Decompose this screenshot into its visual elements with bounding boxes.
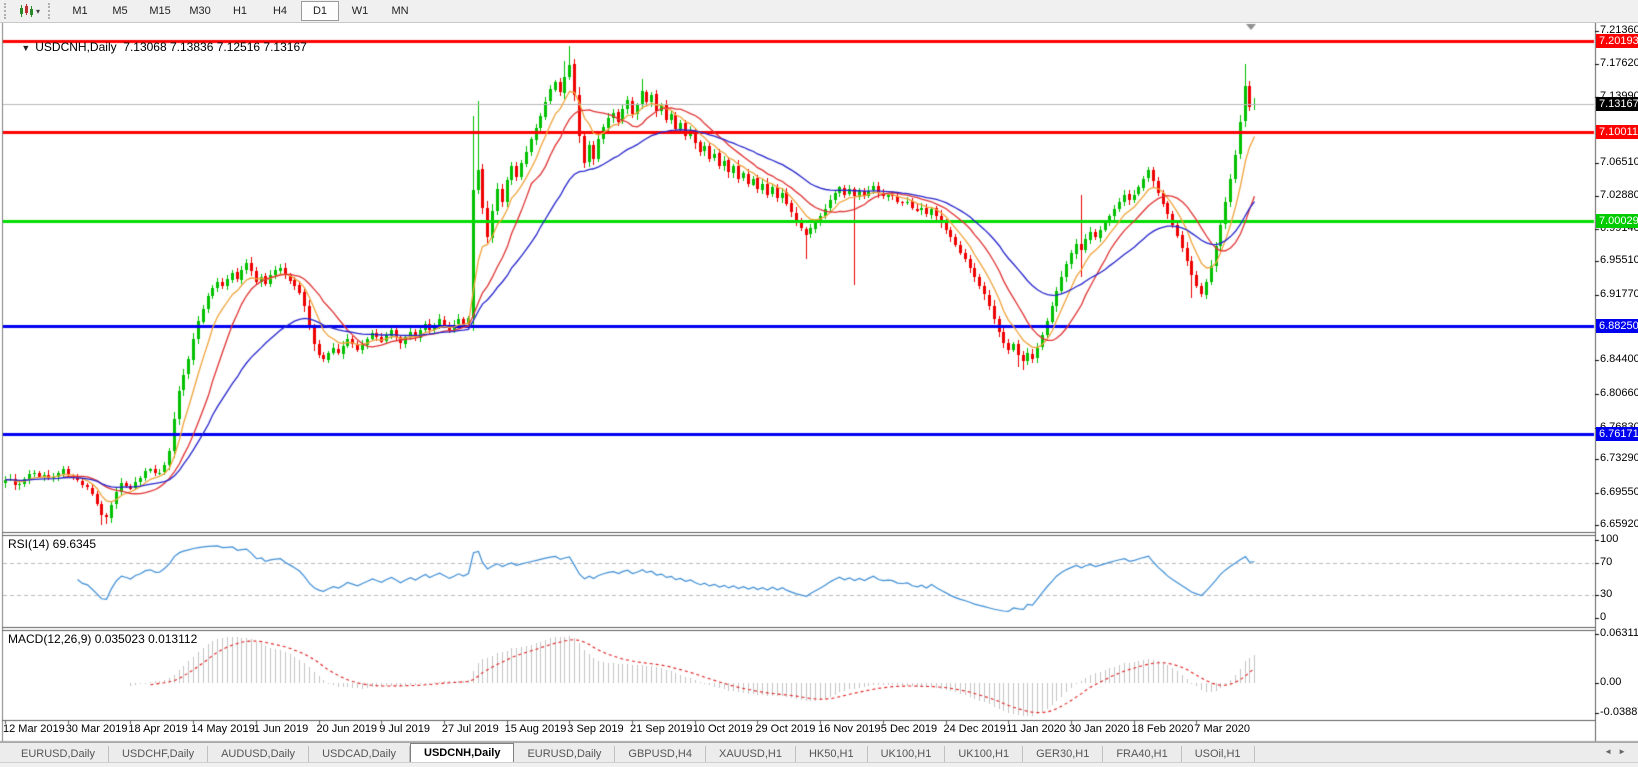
price-tick-label: 6.84400 [1600, 353, 1638, 366]
chart-symbol-period: USDCNH,Daily [35, 40, 117, 54]
tab-scroll-buttons: ◄► [1604, 747, 1632, 756]
timeframe-button-d1[interactable]: D1 [301, 1, 340, 21]
price-tick-label: 6.80660 [1600, 386, 1638, 399]
toolbar-grip[interactable] [4, 3, 11, 19]
chart-tab[interactable]: USDCNH,Daily [410, 743, 515, 763]
price-tick-label: 6.95510 [1600, 254, 1638, 267]
chart-tab[interactable]: FRA40,H1 [1103, 746, 1182, 763]
chart-tab[interactable]: UK100,H1 [945, 746, 1024, 763]
date-axis-label: 1 Jun 2019 [253, 723, 309, 735]
price-level-badge: 6.76171 [1596, 426, 1638, 441]
timeframe-button-mn[interactable]: MN [391, 5, 409, 17]
chart-tab[interactable]: USOil,H1 [1182, 746, 1255, 763]
price-tick-label: 7.21360 [1600, 24, 1638, 36]
tab-scroll-right-icon[interactable]: ► [1618, 747, 1632, 756]
chart-tab[interactable]: USDCHF,Daily [109, 746, 209, 763]
date-axis-label: 21 Sep 2019 [630, 723, 693, 735]
chart-tab[interactable]: GER30,H1 [1023, 746, 1104, 763]
date-axis-label: 12 Mar 2019 [3, 723, 65, 735]
chart-title: ▼ USDCNH,Daily 7.13068 7.13836 7.12516 7.… [8, 26, 307, 68]
date-axis-label: 18 Feb 2020 [1131, 723, 1194, 735]
price-level-badge: 7.00029 [1596, 214, 1638, 229]
toolbar-grip[interactable] [48, 3, 55, 19]
date-axis-label: 10 Oct 2019 [692, 723, 753, 735]
timeframe-button-h4[interactable]: H4 [272, 5, 288, 17]
price-tick-label: 6.91770 [1600, 287, 1638, 300]
rsi-tick-label: 70 [1600, 556, 1613, 569]
timeframe-buttons: M1 M5 M15 M30 H1 H4 D1 W1 MN [60, 1, 420, 21]
date-axis-label: 29 Oct 2019 [755, 723, 816, 735]
price-level-badge: 6.88250 [1596, 319, 1638, 334]
tab-scroll-left-icon[interactable]: ◄ [1604, 747, 1619, 756]
timeframe-button-m5[interactable]: M5 [112, 5, 128, 17]
chart-tab[interactable]: AUDUSD,Daily [208, 746, 310, 763]
date-axis-label: 27 Jul 2019 [441, 723, 499, 735]
timeframe-button-m30[interactable]: M30 [189, 5, 211, 17]
chart-tab[interactable]: EURUSD,Daily [514, 746, 616, 763]
price-tick-label: 6.73290 [1600, 452, 1638, 465]
chart-tab[interactable]: GBPUSD,H4 [615, 746, 706, 763]
macd-tick-label: 0.00 [1600, 676, 1622, 688]
chevron-down-icon[interactable]: ▾ [36, 6, 41, 16]
chart-tab[interactable]: USDCAD,Daily [309, 746, 411, 763]
rsi-tick-label: 100 [1600, 533, 1619, 545]
timeframe-toolbar: ▾ M1 M5 M15 M30 H1 H4 D1 W1 MN [0, 0, 1638, 23]
date-axis-label: 16 Nov 2019 [818, 723, 881, 735]
chart-tab[interactable]: EURUSD,Daily [8, 746, 109, 763]
date-axis-label: 24 Dec 2019 [943, 723, 1006, 735]
date-axis-label: 5 Dec 2019 [880, 723, 938, 735]
timeframe-button-m1[interactable]: M1 [72, 5, 88, 17]
price-tick-label: 7.06510 [1600, 156, 1638, 169]
price-level-badge: 7.20193 [1596, 34, 1638, 49]
chart-tab[interactable]: UK100,H1 [868, 746, 946, 763]
macd-tick-label: 0.063113 [1600, 627, 1638, 640]
macd-tick-label: -0.038877 [1600, 706, 1638, 719]
chart-tab[interactable]: XAUUSD,H1 [706, 746, 796, 763]
price-tick-label: 7.17620 [1600, 57, 1638, 70]
date-axis-label: 18 Apr 2019 [128, 723, 188, 735]
date-axis-label: 15 Aug 2019 [504, 723, 567, 735]
chart-dropdown-icon[interactable]: ▼ [21, 43, 31, 53]
chart-tab[interactable]: HK50,H1 [796, 746, 868, 763]
price-level-badge: 7.10011 [1596, 125, 1638, 140]
date-axis-label: 3 Sep 2019 [567, 723, 624, 735]
date-axis-label: 9 Jul 2019 [379, 723, 430, 735]
timeframe-button-w1[interactable]: W1 [351, 5, 369, 17]
date-axis-label: 20 Jun 2019 [316, 723, 378, 735]
date-axis-label: 30 Mar 2019 [65, 723, 128, 735]
price-tick-label: 6.65920 [1600, 518, 1638, 531]
date-axis-label: 7 Mar 2020 [1194, 723, 1250, 735]
price-tick-label: 6.69550 [1600, 485, 1638, 498]
timeframe-button-m15[interactable]: M15 [149, 5, 171, 17]
chart-ohlc-values: 7.13068 7.13836 7.12516 7.13167 [123, 40, 307, 54]
date-axis-label: 30 Jan 2020 [1068, 723, 1130, 735]
price-level-badge: 7.13167 [1596, 97, 1638, 111]
chart-type-icon[interactable] [16, 2, 36, 20]
rsi-indicator-label: RSI(14) 69.6345 [8, 537, 97, 551]
timeframe-button-h1[interactable]: H1 [232, 5, 248, 17]
rsi-tick-label: 30 [1600, 587, 1613, 600]
status-strip [0, 762, 1638, 767]
macd-indicator-label: MACD(12,26,9) 0.035023 0.013112 [8, 632, 198, 646]
date-axis-label: 11 Jan 2020 [1006, 723, 1066, 735]
chart-tab-bar: EURUSD,Daily USDCHF,Daily AUDUSD,Daily USDC… [0, 742, 1638, 763]
price-tick-label: 7.02880 [1600, 188, 1638, 201]
rsi-tick-label: 0 [1600, 611, 1607, 623]
date-axis-label: 14 May 2019 [191, 723, 255, 735]
